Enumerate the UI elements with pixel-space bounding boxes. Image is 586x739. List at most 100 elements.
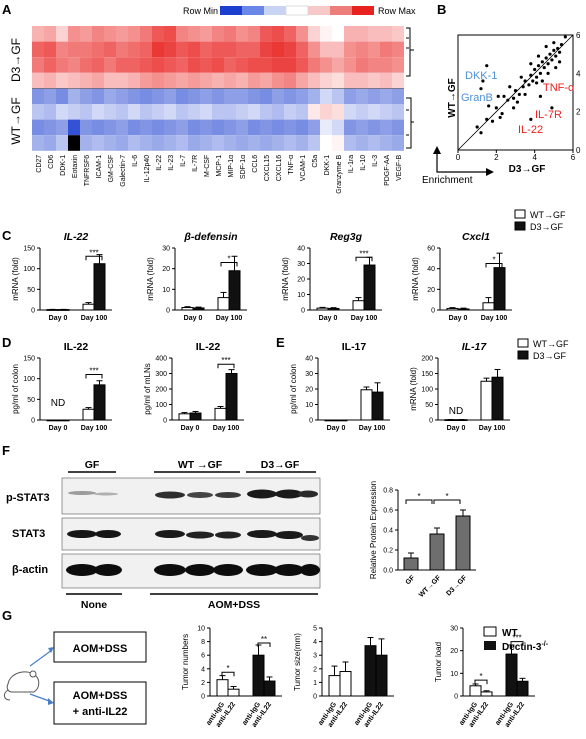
y-axis-label: Tumor numbers [181, 634, 190, 690]
scatter-frame [457, 34, 574, 151]
band [185, 564, 215, 576]
y-tick-label: 20 [305, 387, 313, 394]
heatmap-cell [128, 72, 140, 89]
heatmap-cell [320, 72, 332, 89]
scatter-point [498, 115, 502, 120]
significance-mark: * [417, 492, 420, 501]
heatmap-cell [200, 135, 212, 151]
heatmap-cell [80, 104, 92, 120]
gene-label: ICAM-1 [96, 155, 103, 179]
scatter-point [485, 117, 489, 121]
heatmap-cell [260, 135, 272, 151]
legend-e-swatch-wt [517, 338, 529, 348]
heatmap-cell [212, 26, 224, 42]
heatmap-cell [344, 88, 356, 104]
heatmap-cell [248, 88, 260, 104]
heatmap-cell [236, 72, 248, 89]
scatter-point [529, 62, 533, 66]
chart-title: IL-22 [64, 341, 89, 353]
heatmap-cell [308, 26, 320, 42]
heatmap-cell [128, 88, 140, 104]
y-tick-label: 10 [305, 402, 313, 409]
significance-mark: * [226, 664, 229, 673]
x-tick-label: Day 100 [81, 425, 108, 432]
gene-label: GM-CSF [108, 155, 115, 183]
bar [327, 307, 340, 311]
bar [316, 307, 329, 311]
gene-label: M-CSF [204, 155, 211, 177]
gene-label: SDF-1α [240, 155, 247, 179]
significance-bracket [220, 261, 238, 267]
y-axis-label: pg/ml of colon [11, 364, 20, 414]
scatter-point [540, 60, 544, 64]
heatmap-cell [224, 119, 236, 136]
bar [46, 419, 59, 422]
gene-label: IL-3 [372, 155, 379, 167]
heatmap-cell [116, 119, 128, 136]
bar [469, 685, 482, 697]
legend-c-wt: WT→GF [530, 210, 566, 220]
heatmap-cell [392, 135, 404, 151]
x-tick-label: Day 100 [213, 425, 240, 432]
legend-e-wt: WT→GF [533, 339, 569, 349]
y-tick-label: 0 [31, 308, 35, 315]
gene-label: VCAM-1 [300, 155, 307, 182]
y-axis-label: mRNA (fold) [409, 367, 418, 411]
significance-bracket [433, 499, 461, 504]
blot-group-d3: D3→GF [261, 459, 300, 471]
scatter-xtick: 2 [494, 153, 499, 162]
scatter-point [485, 64, 489, 68]
heatmap-cell [68, 135, 80, 151]
y-tick-label: 150 [23, 246, 35, 253]
y-tick-label: 20 [427, 287, 435, 294]
bar [491, 376, 504, 421]
heatmap-cell [140, 104, 152, 120]
box-aom-dss-antiil22-line2: + anti-IL22 [73, 706, 128, 718]
heatmap-cell [68, 26, 80, 42]
heatmap-cell [80, 72, 92, 89]
gene-label: TNFRSF6 [84, 155, 91, 187]
row-group-label-d3: D3→GF [9, 38, 23, 82]
heatmap-cell [356, 88, 368, 104]
band [186, 531, 214, 539]
heatmap-cell [176, 88, 188, 104]
heatmap-cell [200, 88, 212, 104]
gene-label: IL-23 [168, 155, 175, 171]
heatmap-cell [392, 104, 404, 120]
chart-f: 0.0 0.2 0.4 0.6 0.8 Relative Protein Expressi… [369, 481, 476, 599]
scatter-point [557, 50, 562, 54]
y-tick-label: 0 [163, 418, 167, 425]
heatmap-cell [260, 119, 272, 136]
significance-mark: *** [512, 634, 521, 643]
gene-label: IL-12p40 [144, 155, 151, 183]
y-tick-label: 400 [155, 356, 167, 363]
y-tick-label: 100 [155, 402, 167, 409]
y-tick-label: 100 [421, 387, 433, 394]
y-tick-label: 0 [166, 308, 170, 315]
enrichment-arrow [436, 150, 490, 173]
heatmap-cell [356, 26, 368, 42]
x-tick-label: Day 100 [216, 315, 243, 322]
heatmap-cell [284, 119, 296, 136]
heatmap-cell [320, 41, 332, 58]
y-tick-label: 40 [305, 356, 313, 363]
heatmap-cell [344, 57, 356, 73]
heatmap-cell [116, 41, 128, 58]
heatmap-cell [212, 88, 224, 104]
heatmap-cell [44, 26, 56, 42]
y-tick-label: 0 [431, 308, 435, 315]
heatmap-cell [56, 88, 68, 104]
mouse-icon [3, 670, 40, 701]
heatmap-cell [224, 104, 236, 120]
legend-g-wt: WT [502, 628, 518, 639]
scatter-point [513, 88, 518, 93]
heatmap-cell [320, 135, 332, 151]
scatter-point [519, 75, 523, 79]
heatmap-cell [176, 119, 188, 136]
panel-g-letter: G [2, 608, 12, 623]
heatmap-cell [116, 88, 128, 104]
heatmap-cell [260, 104, 272, 120]
heatmap-cell [188, 41, 200, 58]
heatmap-cell [140, 57, 152, 73]
heatmap-cell [380, 88, 392, 104]
